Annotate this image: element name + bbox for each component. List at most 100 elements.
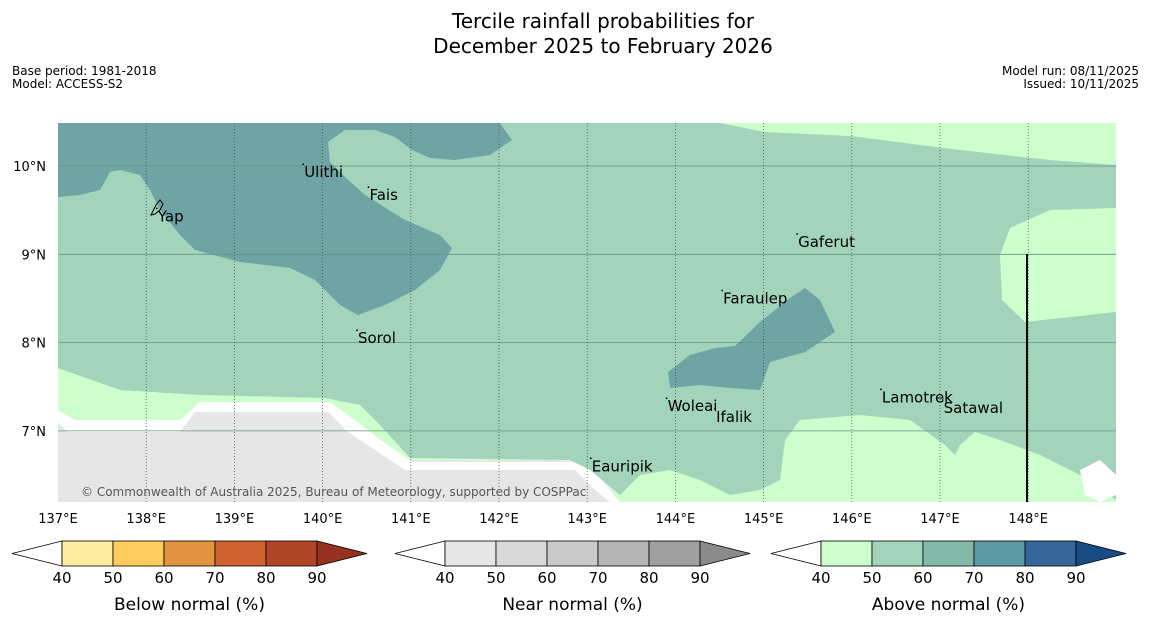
colorbar-1: 40 50 60 70 80 90 Near normal (%) [394, 540, 751, 615]
colorbar-tick: 60 [154, 569, 173, 587]
base-period: Base period: 1981-2018 [12, 64, 157, 78]
place-marker [302, 163, 305, 166]
issued-date: Issued: 10/11/2025 [1023, 77, 1139, 91]
place-label: Woleai [668, 397, 718, 415]
colorbar-tick: 60 [537, 569, 556, 587]
map-title-line-1: Tercile rainfall probabilities for [451, 9, 755, 33]
place-label: Ifalik [716, 408, 752, 426]
colorbar-tick: 50 [103, 569, 122, 587]
lon-tick-label: 147°E [920, 512, 960, 527]
region-above-60-70-east [668, 288, 835, 390]
colorbar-tick: 40 [811, 569, 830, 587]
colorbar-segment [546, 540, 599, 567]
place-marker [721, 289, 724, 292]
place-label: Sorol [358, 329, 396, 347]
colorbar-segment [444, 540, 497, 567]
copyright-text: © Commonwealth of Australia 2025, Bureau… [81, 485, 586, 499]
lon-tick-label: 140°E [303, 512, 343, 527]
place-label: Lamotrek [882, 388, 953, 406]
colorbar-triangle-low [770, 540, 822, 567]
region-above-60-70-nw [58, 123, 250, 162]
place-marker [367, 186, 370, 189]
lon-tick-label: 138°E [126, 512, 166, 527]
longitude-gridlines [145, 123, 1029, 502]
colorbar-title: Below normal (%) [114, 595, 265, 615]
place-label: Gaferut [798, 233, 855, 251]
colorbar-tick: 90 [1066, 569, 1085, 587]
colorbar-segment [648, 540, 701, 567]
colorbar-tick: 50 [486, 569, 505, 587]
colorbar-triangle-high [316, 540, 368, 567]
colorbar-tick: 80 [1015, 569, 1034, 587]
place-label: Satawal [944, 399, 1003, 417]
colorbar-tick: 90 [307, 569, 326, 587]
place-marker [589, 457, 592, 460]
region-white-patch [1080, 460, 1116, 502]
lat-tick-label: 8°N [22, 337, 47, 352]
lon-tick-label: 143°E [567, 512, 607, 527]
colorbar-tick: 40 [52, 569, 71, 587]
colorbar-triangle-high [1075, 540, 1127, 567]
map-title-line-2: December 2025 to February 2026 [433, 34, 773, 58]
colorbar-triangle-high [699, 540, 751, 567]
colorbar-segment [973, 540, 1026, 567]
colorbar-segment [922, 540, 975, 567]
colorbar-segment [495, 540, 548, 567]
colorbar-tick: 70 [205, 569, 224, 587]
lat-tick-label: 9°N [22, 248, 47, 263]
colorbar-tick: 90 [690, 569, 709, 587]
model-run: Model run: 08/11/2025 [1001, 64, 1139, 78]
colorbar-title: Above normal (%) [872, 595, 1025, 615]
lon-tick-label: 141°E [391, 512, 431, 527]
axis-tick-labels: 10°N 9°N 8°N 7°N 137°E 138°E 139°E 140°E 141°E 14… [13, 160, 1048, 527]
lon-tick-label: 145°E [744, 512, 784, 527]
model-name: Model: ACCESS-S2 [12, 77, 124, 91]
place-marker [155, 207, 158, 210]
colorbar-segment [265, 540, 318, 567]
lon-tick-label: 137°E [38, 512, 78, 527]
lat-tick-label: 10°N [13, 160, 46, 175]
colorbar-segment [61, 540, 114, 567]
meta-right: Model run: 08/11/2025 Issued: 10/11/2025 [1002, 65, 1139, 91]
colorbar-segment [112, 540, 165, 567]
colorbar-title: Near normal (%) [502, 595, 642, 615]
colorbar-tick: 80 [639, 569, 658, 587]
colorbar-2: 40 50 60 70 80 90 Above normal (%) [770, 540, 1127, 615]
place-label: Yap [157, 207, 184, 225]
place-marker [714, 407, 716, 410]
colorbar-tick: 70 [964, 569, 983, 587]
yap-island-shape [150, 199, 164, 216]
lon-tick-label: 146°E [832, 512, 872, 527]
colorbar-tick: 60 [913, 569, 932, 587]
lon-tick-label: 142°E [479, 512, 519, 527]
region-white-gap [58, 402, 620, 502]
colorbar-segment [820, 540, 873, 567]
lon-tick-label: 139°E [215, 512, 255, 527]
colorbar-tick: 70 [588, 569, 607, 587]
place-label: Ulithi [304, 163, 343, 181]
colorbar-triangle-low [11, 540, 63, 567]
region-above-60-70-west [58, 123, 512, 315]
colorbar-segment [597, 540, 650, 567]
colorbar-segment [214, 540, 267, 567]
lat-tick-label: 7°N [22, 425, 47, 440]
colorbar-segment [1024, 540, 1077, 567]
meta-left: Base period: 1981-2018 Model: ACCESS-S2 [12, 65, 157, 91]
place-label: Eauripik [592, 457, 653, 475]
colorbar-triangle-low [394, 540, 446, 567]
colorbar-0: 40 50 60 70 80 90 Below normal (%) [11, 540, 368, 615]
colorbar-tick: 40 [435, 569, 454, 587]
place-marker [665, 397, 668, 400]
lon-tick-label: 148°E [1008, 512, 1048, 527]
place-marker [941, 399, 944, 401]
colorbar-tick: 50 [862, 569, 881, 587]
place-label: Faraulep [723, 290, 787, 308]
place-marker [796, 233, 799, 235]
colorbar-tick: 80 [256, 569, 275, 587]
colorbar-legends: 40 50 60 70 80 90 Below normal (%) 40 50 60 70 80 90… [11, 540, 1127, 615]
place-labels: Ulithi Fais Yap Gaferut Faraulep Sorol Lamotre… [155, 163, 1003, 475]
region-near-normal [58, 405, 615, 502]
place-label: Fais [369, 186, 398, 204]
colorbar-segment [163, 540, 216, 567]
